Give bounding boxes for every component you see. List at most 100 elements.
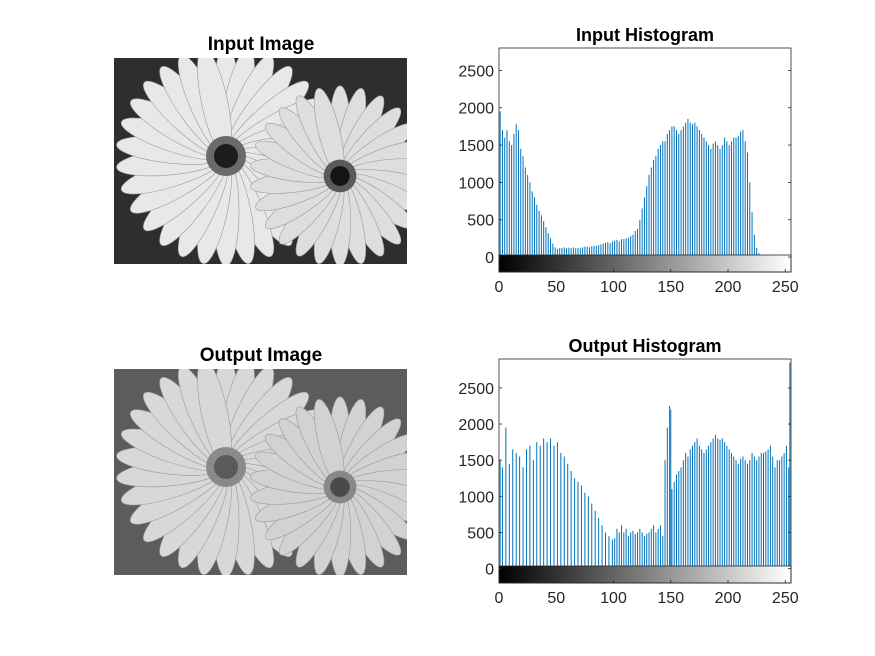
x-tick-label: 50	[547, 590, 565, 607]
x-tick-label: 0	[495, 590, 504, 607]
histogram-bar	[714, 434, 716, 569]
histogram-bar	[740, 131, 742, 258]
histogram-bar	[650, 528, 652, 569]
histogram-bar	[527, 174, 529, 258]
histogram-bar	[719, 439, 721, 569]
histogram-bar	[714, 141, 716, 258]
histogram-bar	[607, 242, 609, 258]
histogram-bar	[698, 130, 700, 258]
histogram-bar	[657, 148, 659, 258]
histogram-bar	[730, 141, 732, 258]
histogram-bar	[744, 141, 746, 258]
histogram-bar	[680, 130, 682, 258]
histogram-bar	[669, 130, 671, 258]
histogram-bar	[735, 460, 737, 569]
x-tick-label: 0	[495, 279, 504, 296]
histogram-bar	[533, 197, 535, 258]
histogram-bar	[529, 445, 531, 569]
histogram-bar	[669, 405, 671, 569]
output-histogram-title: Output Histogram	[568, 336, 722, 356]
histogram-bar	[623, 532, 625, 569]
histogram-bar	[717, 145, 719, 258]
histogram-bar	[501, 130, 503, 258]
histogram-bar	[646, 533, 648, 569]
histogram-bar	[522, 156, 524, 258]
flower-right	[250, 396, 407, 575]
x-tick-label: 100	[600, 279, 627, 296]
histogram-bar	[627, 536, 629, 569]
histogram-bar	[540, 215, 542, 258]
y-tick-label: 2000	[458, 417, 494, 434]
histogram-bar	[696, 126, 698, 258]
histogram-bar	[655, 156, 657, 258]
histogram-bar	[556, 248, 558, 258]
histogram-bar	[719, 148, 721, 258]
histogram-bar	[776, 460, 778, 569]
histogram-bar	[584, 492, 586, 569]
histogram-bar	[515, 452, 517, 569]
x-tick-label: 100	[600, 590, 627, 607]
histogram-bar	[694, 442, 696, 569]
histogram-bar	[673, 126, 675, 258]
histogram-bar	[601, 525, 603, 569]
histogram-bar	[550, 438, 552, 569]
output-histogram: 0 500 1000 1500 2000 2500 0 50 100 150 200 250	[458, 358, 799, 607]
x-tick-label: 200	[715, 590, 742, 607]
histogram-bar	[726, 445, 728, 569]
histogram-bar	[614, 240, 616, 258]
y-tick-label: 2500	[458, 381, 494, 398]
output-image-title: Output Image	[199, 345, 323, 366]
histogram-bar	[646, 186, 648, 258]
gerbera-daisy-photo-equalized	[114, 369, 407, 575]
histogram-bar	[563, 456, 565, 569]
histogram-bar	[568, 247, 570, 258]
flower-center	[330, 477, 350, 497]
histogram-bar	[579, 247, 581, 258]
histogram-bar	[577, 248, 579, 258]
histogram-bar	[639, 219, 641, 258]
histogram-bar	[511, 145, 513, 258]
histogram-bar	[728, 449, 730, 569]
histogram-bar	[737, 463, 739, 569]
histogram-bar	[692, 124, 694, 258]
histogram-bar	[598, 245, 600, 258]
histogram-bar	[536, 442, 538, 569]
histogram-bar	[765, 451, 767, 569]
x-tick-label: 250	[772, 590, 799, 607]
histogram-bar	[630, 236, 632, 258]
y-tick-label: 500	[467, 525, 494, 542]
histogram-bar	[678, 471, 680, 569]
axes-box	[498, 47, 792, 273]
input-histogram-title: Input Histogram	[576, 25, 714, 45]
histogram-bar	[538, 210, 540, 258]
histogram-bar	[556, 442, 558, 569]
histogram-bar	[600, 244, 602, 258]
gerbera-daisy-photo	[114, 58, 407, 264]
histogram-bar	[733, 456, 735, 569]
histogram-bar	[756, 460, 758, 569]
histogram-bar	[666, 427, 668, 569]
histogram-bar	[772, 456, 774, 569]
histogram-bar	[532, 460, 534, 569]
histogram-bar	[724, 137, 726, 258]
histogram-bar	[753, 234, 755, 258]
histogram-bar	[737, 136, 739, 258]
x-tick-label: 50	[547, 279, 565, 296]
y-tick-label: 0	[485, 250, 494, 267]
histogram-bar	[499, 460, 501, 569]
histogram-bar	[666, 133, 668, 258]
histogram-bar	[618, 532, 620, 569]
histogram-bar	[621, 525, 623, 569]
y-tick-label: 2000	[458, 101, 494, 118]
histogram-bar	[687, 456, 689, 569]
histogram-bar	[673, 481, 675, 569]
histogram-bar	[694, 122, 696, 258]
histogram-bar	[618, 241, 620, 258]
histogram-bar	[520, 148, 522, 258]
histogram-bar	[763, 452, 765, 569]
histogram-bar	[519, 456, 521, 569]
histogram-bar	[687, 118, 689, 258]
histogram-bar	[543, 438, 545, 569]
histogram-bar	[712, 143, 714, 258]
